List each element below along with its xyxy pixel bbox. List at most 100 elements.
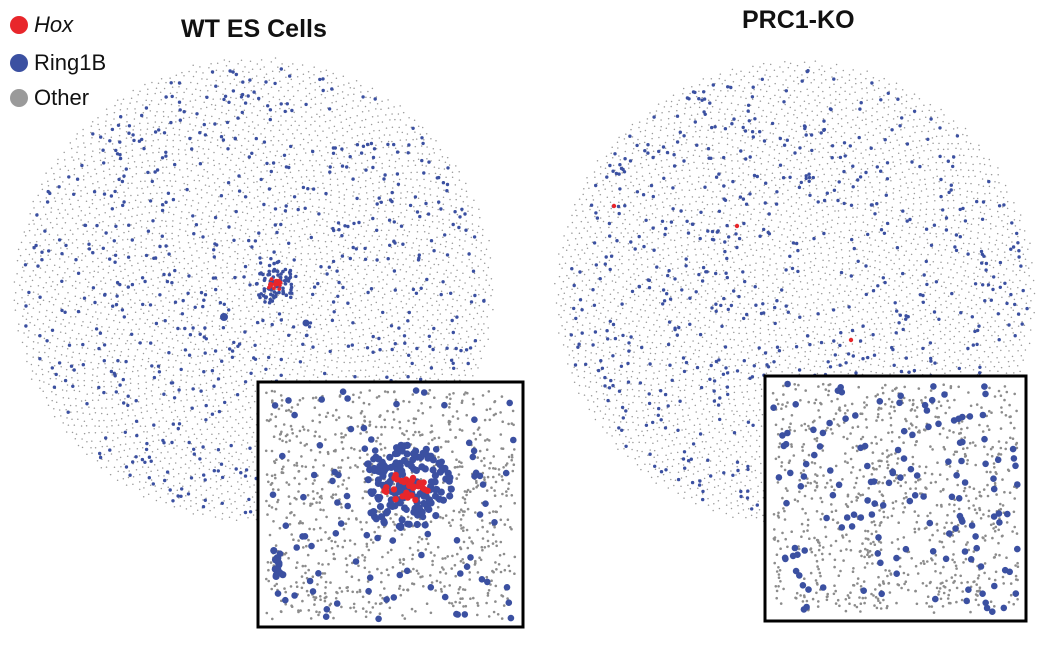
ring1b-node <box>191 387 195 391</box>
ring1b-node <box>371 216 375 221</box>
other-node <box>168 323 170 325</box>
other-node <box>109 292 112 294</box>
other-node <box>297 312 299 315</box>
other-node <box>200 433 203 435</box>
other-node <box>172 213 175 216</box>
other-node <box>137 375 140 377</box>
other-node <box>238 168 241 171</box>
ring1b-node <box>118 140 122 144</box>
other-node <box>405 124 407 126</box>
other-node <box>215 475 217 477</box>
other-node <box>184 149 186 151</box>
other-node <box>405 203 407 205</box>
other-node <box>308 306 311 309</box>
other-node <box>31 279 34 282</box>
other-node <box>426 238 428 240</box>
other-node <box>458 244 461 247</box>
other-node <box>285 239 288 241</box>
ring1b-node <box>363 246 367 251</box>
other-node <box>476 231 479 234</box>
other-node <box>186 446 189 449</box>
other-node <box>325 269 327 271</box>
other-node <box>475 363 477 366</box>
other-node <box>187 262 189 265</box>
other-node <box>349 361 351 364</box>
other-node <box>46 264 48 267</box>
other-node <box>423 178 425 181</box>
other-node <box>80 195 82 197</box>
other-node <box>216 488 218 490</box>
ring1b-node <box>395 172 400 176</box>
ring1b-node <box>267 272 272 277</box>
other-node <box>313 73 315 76</box>
other-node <box>345 118 348 120</box>
other-node <box>253 501 256 503</box>
other-node <box>60 365 62 368</box>
ring1b-node <box>387 218 392 222</box>
other-node <box>367 265 370 267</box>
other-node <box>402 172 404 174</box>
other-node <box>218 296 220 299</box>
other-node <box>222 376 225 378</box>
ring1b-node <box>219 135 224 139</box>
other-node <box>399 119 402 121</box>
other-node <box>23 308 25 311</box>
other-node <box>135 278 137 281</box>
ring1b-node <box>71 384 75 388</box>
other-node <box>361 110 364 113</box>
ring1b-node <box>201 505 206 509</box>
other-node <box>297 193 299 195</box>
ring1b-node <box>24 324 28 328</box>
ring1b-node <box>173 268 177 273</box>
other-node <box>247 228 249 230</box>
ring1b-node <box>203 478 207 482</box>
other-node <box>180 466 182 469</box>
other-node <box>235 380 237 382</box>
other-node <box>220 267 222 269</box>
other-node <box>264 292 266 295</box>
other-node <box>286 263 289 265</box>
other-node <box>76 372 79 374</box>
ring1b-node <box>91 132 95 136</box>
other-node <box>291 368 294 371</box>
ring1b-node <box>301 342 305 346</box>
other-node <box>269 163 271 166</box>
ring1b-node <box>264 367 268 371</box>
other-node <box>170 432 172 434</box>
other-node <box>439 148 442 151</box>
other-node <box>312 313 315 316</box>
other-node <box>361 119 363 122</box>
ring1b-node <box>145 441 149 446</box>
other-node <box>155 411 158 414</box>
other-node <box>34 334 36 336</box>
other-node <box>149 484 152 487</box>
other-node <box>357 342 360 344</box>
other-node <box>198 330 200 333</box>
other-node <box>301 64 304 66</box>
other-node <box>119 213 122 215</box>
other-node <box>219 443 221 445</box>
other-node <box>76 151 78 154</box>
other-node <box>446 156 449 159</box>
other-node <box>14 291 17 294</box>
other-node <box>201 269 203 272</box>
other-node <box>440 343 443 346</box>
other-node <box>158 426 160 428</box>
other-node <box>165 435 167 437</box>
other-node <box>171 86 174 88</box>
other-node <box>304 192 306 194</box>
other-node <box>287 128 289 131</box>
other-node <box>483 253 486 256</box>
other-node <box>311 164 314 167</box>
other-node <box>213 164 216 167</box>
other-node <box>381 100 383 103</box>
other-node <box>90 335 93 338</box>
ring1b-node <box>108 139 112 143</box>
other-node <box>193 348 195 350</box>
other-node <box>309 276 312 278</box>
other-node <box>29 212 31 215</box>
ring1b-node <box>114 224 118 228</box>
ring1b-node <box>63 310 67 314</box>
other-node <box>353 252 355 255</box>
other-node <box>386 356 388 358</box>
